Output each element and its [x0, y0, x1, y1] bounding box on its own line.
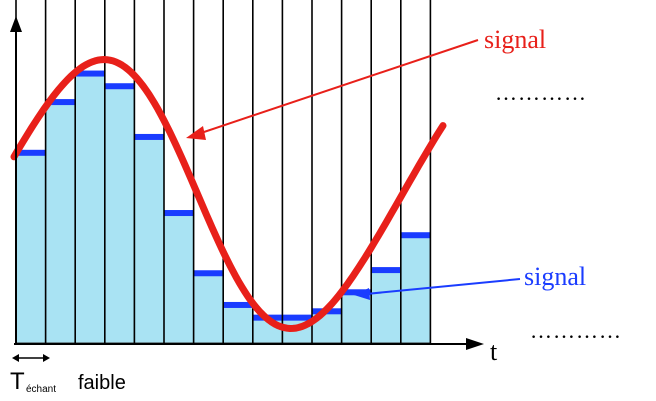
sampling-instant-lines [15, 0, 432, 343]
signal-annotation-blue: signal [354, 262, 586, 300]
sample-bar [193, 272, 224, 344]
red-arrowhead [186, 126, 206, 140]
sample-bar [15, 152, 47, 344]
blue-arrow-line [365, 278, 521, 295]
sample-level-mark [400, 232, 431, 239]
period-word: faible [78, 372, 126, 394]
sample-level-mark [371, 267, 401, 274]
sample-level-mark [223, 301, 253, 308]
period-arrow-left [12, 354, 19, 362]
axes: t [10, 16, 498, 366]
sample-level-mark [104, 83, 135, 90]
sample-bar [341, 291, 372, 344]
ellipsis-top: ………… [495, 80, 587, 105]
sample-level-mark [16, 149, 46, 156]
signal-annotation-red: signal [186, 25, 546, 140]
sample-bar [222, 304, 254, 344]
ellipsis-bottom: ………… [530, 318, 622, 343]
sample-bar [45, 101, 76, 344]
sampling-period-marker: T échant faible [10, 354, 126, 395]
sample-bar [163, 212, 195, 344]
sample-level-mark [164, 210, 194, 217]
blue-arrowhead [354, 288, 370, 300]
signal-label-blue: signal [524, 262, 586, 291]
sample-level-mark [134, 133, 164, 140]
period-symbol: T [10, 368, 25, 395]
period-subscript: échant [26, 384, 56, 395]
t-axis-label: t [490, 337, 498, 366]
sample-bar [104, 85, 135, 344]
sample-bar [74, 73, 106, 344]
x-axis-arrowhead [466, 338, 484, 350]
sample-level-mark [45, 99, 76, 106]
sample-level-mark [75, 70, 105, 77]
sample-bar [370, 269, 402, 344]
red-arrow-line [197, 39, 479, 135]
period-arrow-right [43, 354, 50, 362]
sample-level-mark [282, 314, 312, 321]
sample-level-mark [341, 289, 372, 296]
sample-bar [133, 136, 165, 344]
signal-label-red: signal [484, 25, 546, 54]
y-axis-arrowhead [10, 16, 22, 32]
signal-curve [10, 56, 447, 332]
sample-level-mark [193, 270, 224, 277]
